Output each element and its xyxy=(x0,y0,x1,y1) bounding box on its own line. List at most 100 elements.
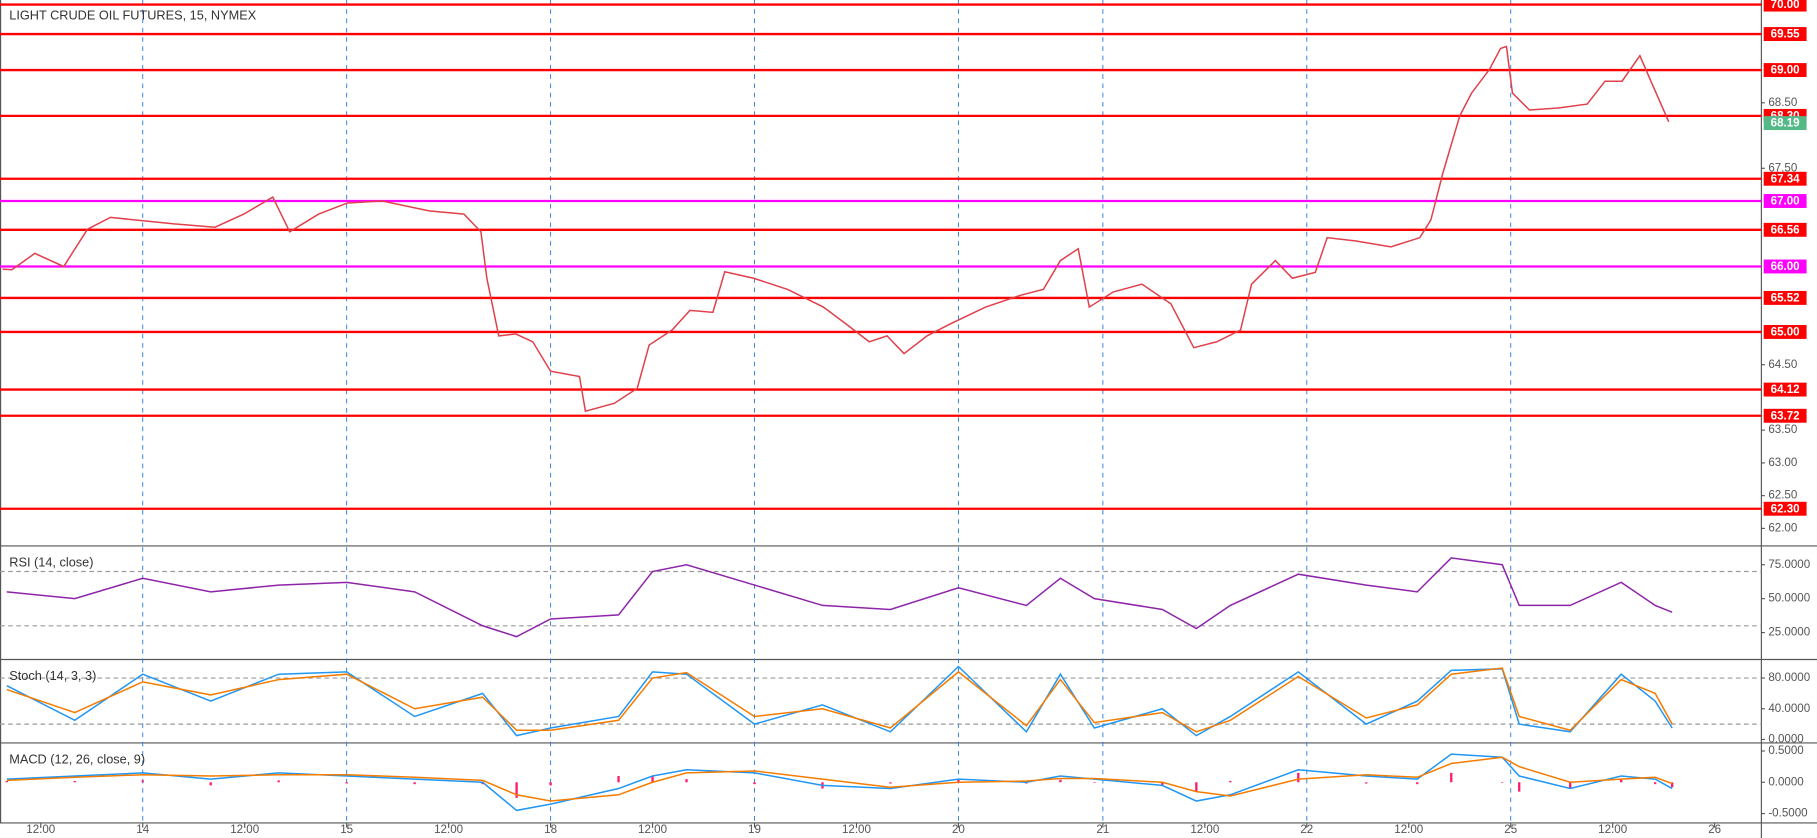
price-level-tag xyxy=(1763,325,1807,339)
y-tick-label: 75.0000 xyxy=(1768,559,1810,571)
price-level-label: 66.00 xyxy=(1771,261,1800,273)
price-level-label: 65.52 xyxy=(1771,293,1800,305)
price-level-tag xyxy=(1763,382,1807,397)
x-tick-label: 18 xyxy=(544,824,557,836)
y-tick-label: 62.00 xyxy=(1768,522,1797,534)
y-tick-label: 63.50 xyxy=(1768,424,1797,436)
y-tick-label: 80.0000 xyxy=(1768,672,1810,684)
price-level-tag xyxy=(1763,408,1807,423)
price-level-label: 67.00 xyxy=(1771,196,1800,208)
x-tick-label: 12:00 xyxy=(230,824,259,836)
histogram-bar xyxy=(617,776,620,783)
y-tick-label: 0.0000 xyxy=(1768,734,1803,746)
x-tick-label: 19 xyxy=(748,824,761,836)
histogram-bar xyxy=(1654,782,1657,785)
series-line xyxy=(6,665,1673,737)
x-tick-label: 15 xyxy=(340,824,353,836)
series-line xyxy=(6,753,1673,812)
histogram-bar xyxy=(889,782,892,784)
series-line xyxy=(6,756,1673,802)
histogram-bar xyxy=(1229,781,1232,783)
price-level-label: 70.00 xyxy=(1771,0,1800,11)
histogram-bar xyxy=(1416,782,1419,785)
y-tick-label: 40.0000 xyxy=(1768,703,1810,715)
x-tick-label: 12:00 xyxy=(638,824,667,836)
histogram-bar xyxy=(1620,779,1623,783)
histogram-bar xyxy=(277,780,280,783)
price-level-label: 63.72 xyxy=(1771,410,1800,422)
y-tick-label: 63.00 xyxy=(1768,457,1797,469)
x-tick-label: 12:00 xyxy=(1190,824,1219,836)
histogram-bar xyxy=(209,782,212,786)
pane-title: RSI (14, close) xyxy=(9,555,93,570)
histogram-bar xyxy=(685,779,688,783)
x-tick-label: 12:00 xyxy=(1598,824,1627,836)
histogram-bar xyxy=(1093,782,1096,783)
series-line xyxy=(6,667,1673,733)
series-line xyxy=(6,557,1673,638)
price-level-tag xyxy=(1763,501,1807,516)
x-tick-label: 22 xyxy=(1300,824,1313,836)
x-tick-label: 12:00 xyxy=(842,824,871,836)
y-tick-label: 67.50 xyxy=(1768,162,1797,174)
y-tick-label: 0.0000 xyxy=(1768,776,1803,788)
x-tick-label: 12:00 xyxy=(434,824,463,836)
y-tick-label: 50.0000 xyxy=(1768,593,1810,605)
x-tick-label: 25 xyxy=(1504,824,1517,836)
histogram-bar xyxy=(5,781,8,783)
histogram-bar xyxy=(1501,782,1504,783)
histogram-bar xyxy=(753,782,756,785)
histogram-bar xyxy=(1450,772,1453,783)
price-level-tag xyxy=(1763,222,1807,237)
histogram-bar xyxy=(1297,772,1300,783)
y-tick-label: 68.50 xyxy=(1768,97,1797,109)
histogram-bar xyxy=(141,780,144,783)
price-level-label: 69.00 xyxy=(1771,65,1800,77)
last-price-tag xyxy=(1763,116,1807,131)
histogram-bar xyxy=(1161,782,1164,786)
x-tick-label: 12:00 xyxy=(1394,824,1423,836)
x-tick-label: 12:00 xyxy=(26,824,55,836)
y-tick-label: -0.5000 xyxy=(1768,808,1807,820)
x-tick-label: 14 xyxy=(136,824,149,836)
histogram-bar xyxy=(515,782,518,798)
y-tick-label: 0.5000 xyxy=(1768,745,1803,757)
pane-title: Stoch (14, 3, 3) xyxy=(9,668,96,683)
histogram-bar xyxy=(1365,782,1368,784)
x-tick-label: 20 xyxy=(952,824,965,836)
price-level-tag xyxy=(1763,63,1807,78)
last-price-label: 68.19 xyxy=(1771,118,1801,130)
price-level-label: 62.30 xyxy=(1771,503,1800,515)
pane-title: LIGHT CRUDE OIL FUTURES, 15, NYMEX xyxy=(9,8,256,23)
histogram-bar xyxy=(345,782,348,784)
histogram-bar xyxy=(413,782,416,785)
series-line xyxy=(2,45,1670,413)
price-level-tag xyxy=(1763,290,1807,305)
histogram-bar xyxy=(73,781,76,783)
y-tick-label: 64.50 xyxy=(1768,359,1797,371)
histogram-bar xyxy=(1569,782,1572,789)
histogram-bar xyxy=(1059,779,1062,783)
y-tick-label: 62.50 xyxy=(1768,490,1797,502)
price-level-tag xyxy=(1763,194,1807,208)
price-level-tag xyxy=(1763,171,1807,186)
x-tick-label: 26 xyxy=(1708,824,1721,836)
price-level-tag xyxy=(1763,27,1807,42)
histogram-bar xyxy=(1518,782,1521,792)
y-tick-label: 25.0000 xyxy=(1768,627,1810,639)
x-tick-label: 21 xyxy=(1096,824,1109,836)
histogram-bar xyxy=(549,782,552,786)
histogram-bar xyxy=(957,779,960,783)
pane-title: MACD (12, 26, close, 9) xyxy=(9,752,145,767)
histogram-bar xyxy=(1195,782,1198,792)
price-level-label: 64.12 xyxy=(1771,384,1800,396)
price-level-label: 67.34 xyxy=(1771,173,1801,185)
histogram-bar xyxy=(1671,782,1674,788)
price-level-tag xyxy=(1763,0,1807,12)
price-level-label: 66.56 xyxy=(1771,224,1801,236)
histogram-bar xyxy=(651,776,654,783)
price-level-label: 65.00 xyxy=(1771,327,1800,339)
